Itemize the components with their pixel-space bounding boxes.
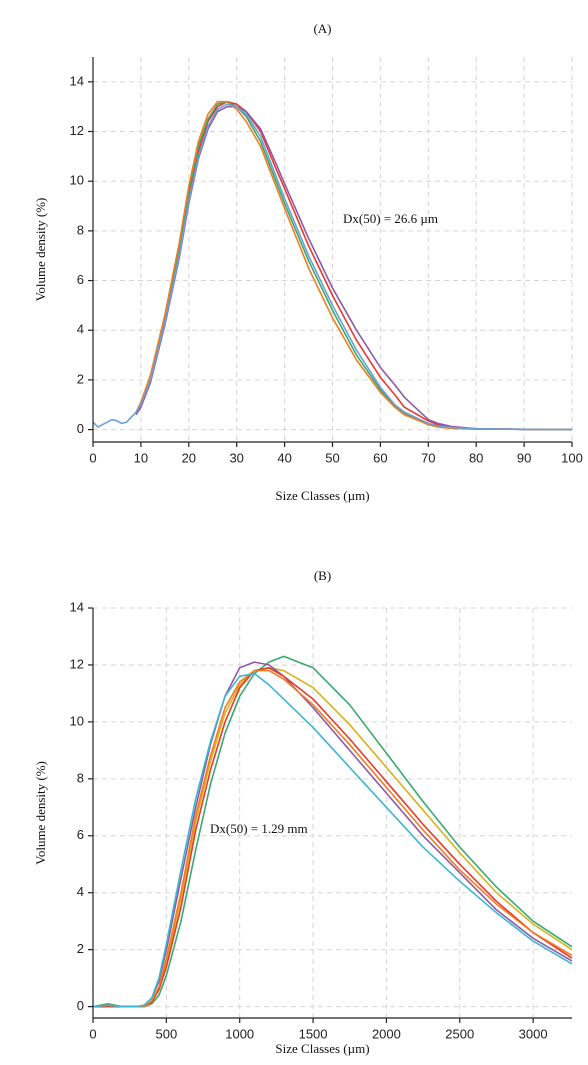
y-tick-label: 8 — [77, 770, 84, 785]
x-axis-label: Size Classes (µm) — [275, 488, 369, 503]
y-tick-label: 6 — [77, 827, 84, 842]
x-tick-label: 50 — [325, 450, 339, 465]
y-tick-label: 2 — [77, 371, 84, 386]
annotation: Dx(50) = 26.6 µm — [343, 211, 438, 226]
x-tick-label: 0 — [89, 450, 96, 465]
x-tick-label: 90 — [517, 450, 531, 465]
x-tick-label: 30 — [229, 450, 243, 465]
x-tick-label: 1000 — [225, 1026, 254, 1041]
y-tick-label: 4 — [77, 322, 84, 337]
annotation: Dx(50) = 1.29 mm — [210, 821, 308, 836]
y-axis-label: Volume density (%) — [33, 761, 48, 865]
x-tick-label: 2000 — [372, 1026, 401, 1041]
x-axis-label: Size Classes (µm) — [275, 1041, 369, 1056]
x-tick-label: 20 — [182, 450, 196, 465]
y-tick-label: 12 — [70, 656, 84, 671]
data-line — [93, 661, 573, 1008]
x-tick-label: 80 — [469, 450, 483, 465]
x-tick-label: 40 — [277, 450, 291, 465]
y-tick-label: 14 — [70, 73, 84, 88]
chart-title: (B) — [314, 568, 331, 583]
y-tick-label: 8 — [77, 222, 84, 237]
y-tick-label: 6 — [77, 272, 84, 287]
y-tick-label: 10 — [70, 713, 84, 728]
x-tick-label: 10 — [134, 450, 148, 465]
x-tick-label: 2500 — [445, 1026, 474, 1041]
x-tick-label: 1500 — [299, 1026, 328, 1041]
x-tick-label: 3000 — [519, 1026, 548, 1041]
y-tick-label: 12 — [70, 123, 84, 138]
data-line — [135, 100, 573, 431]
data-line — [92, 672, 573, 1008]
y-tick-label: 10 — [70, 173, 84, 188]
data-line — [92, 669, 573, 1008]
y-tick-label: 4 — [77, 884, 84, 899]
y-tick-label: 14 — [70, 599, 84, 614]
y-tick-label: 2 — [77, 941, 84, 956]
data-line — [135, 105, 573, 431]
x-tick-label: 0 — [89, 1026, 96, 1041]
y-tick-label: 0 — [77, 998, 84, 1013]
x-tick-label: 500 — [156, 1026, 178, 1041]
x-tick-label: 100 — [561, 450, 583, 465]
chart-title: (A) — [313, 21, 331, 36]
x-tick-label: 70 — [421, 450, 435, 465]
y-axis-label: Volume density (%) — [33, 198, 48, 302]
data-line — [92, 103, 573, 431]
x-tick-label: 60 — [373, 450, 387, 465]
y-tick-label: 0 — [77, 421, 84, 436]
